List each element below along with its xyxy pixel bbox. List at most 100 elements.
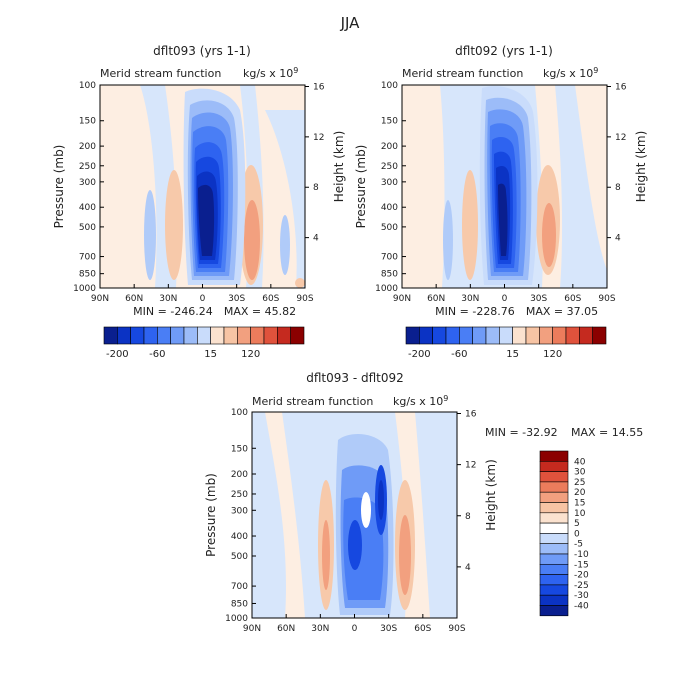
- x-tick-label: 90S: [598, 294, 615, 304]
- y-tick-label: 850: [381, 270, 398, 280]
- colorbar-box: [539, 522, 569, 534]
- colorbar-box: [405, 326, 420, 345]
- x-tick-label: 60S: [564, 294, 581, 304]
- colorbar-box: [539, 543, 569, 555]
- height-tick-label: 16: [313, 82, 325, 92]
- colorbar-box: [277, 326, 291, 345]
- colorbar-label: 40: [574, 457, 586, 467]
- panel-c: dflt093 - dflt092 Merid stream function …: [204, 371, 643, 634]
- right-axis-label: Height (km): [332, 131, 346, 202]
- colorbar-label: -20: [574, 571, 589, 581]
- x-tick-label: 60S: [414, 624, 431, 634]
- colorbar-box: [197, 326, 211, 345]
- figure-title: JJA: [340, 14, 361, 32]
- height-tick-label: 4: [615, 234, 621, 244]
- colorbar-box: [579, 326, 593, 345]
- y-tick-label: 200: [231, 470, 248, 480]
- colorbar-box: [539, 512, 569, 524]
- colorbar-label: 15: [574, 499, 585, 509]
- height-tick-label: 8: [313, 183, 319, 193]
- x-tick-label: 0: [502, 294, 508, 304]
- colorbar-box: [419, 326, 433, 345]
- colorbar-box: [539, 491, 569, 503]
- colorbar-box: [237, 326, 251, 345]
- y-tick-label: 500: [381, 223, 398, 233]
- y-tick-label: 100: [231, 408, 248, 418]
- y-tick-label: 150: [79, 117, 96, 127]
- y-axis-label: Pressure (mb): [204, 473, 218, 557]
- panel-b-max: MAX = 37.05: [526, 305, 598, 318]
- colorbar-label: -40: [574, 602, 589, 612]
- y-tick-label: 300: [231, 506, 248, 516]
- y-tick-label: 700: [79, 253, 96, 263]
- height-tick-label: 4: [465, 563, 471, 573]
- colorbar-label: -60: [451, 349, 467, 360]
- y-tick-label: 1000: [225, 614, 248, 624]
- panel-a-units: kg/s x 109: [243, 66, 298, 80]
- y-tick-label: 400: [381, 203, 398, 213]
- y-tick-label: 850: [79, 270, 96, 280]
- colorbar-box: [539, 594, 569, 606]
- colorbar-label: -25: [574, 581, 589, 591]
- y-tick-label: 250: [79, 162, 96, 172]
- colorbar-box: [539, 584, 569, 596]
- colorbar-label: -200: [106, 349, 129, 360]
- panel-a-title: dflt093 (yrs 1-1): [153, 44, 251, 58]
- y-tick-label: 1000: [375, 284, 398, 294]
- colorbar-box: [539, 605, 569, 617]
- x-tick-label: 60N: [125, 294, 143, 304]
- colorbar-box: [445, 326, 460, 345]
- y-tick-label: 500: [79, 223, 96, 233]
- panel-a-axes: 90N 60N 30N 0 30S 60S 90S 100 150 200 250 300 400 500…: [52, 81, 346, 304]
- y-tick-label: 200: [79, 142, 96, 152]
- y-tick-label: 100: [79, 81, 96, 91]
- y-tick-label: 850: [231, 599, 248, 609]
- panel-c-field-label: Merid stream function: [252, 395, 373, 408]
- y-tick-label: 300: [381, 178, 398, 188]
- panel-b-field-label: Merid stream function: [402, 67, 523, 80]
- colorbar-box: [485, 326, 500, 345]
- colorbar-label: 30: [574, 468, 586, 478]
- colorbar-box: [130, 326, 145, 345]
- colorbar-box: [539, 553, 569, 565]
- colorbar-box: [525, 326, 540, 345]
- panel-a-min: MIN = -246.24: [133, 305, 213, 318]
- colorbar-box: [432, 326, 447, 345]
- x-tick-label: 90N: [393, 294, 411, 304]
- panel-a-field-label: Merid stream function: [100, 67, 221, 80]
- x-tick-label: 30N: [159, 294, 177, 304]
- panel-a-contours: [100, 85, 305, 288]
- colorbar-box: [223, 326, 238, 345]
- panel-c-max: MAX = 14.55: [571, 426, 643, 439]
- colorbar-box: [539, 326, 553, 345]
- panel-a-max: MAX = 45.82: [224, 305, 296, 318]
- colorbar-box: [103, 326, 118, 345]
- panel-c-units: kg/s x 109: [393, 394, 448, 408]
- colorbar-label: 20: [574, 488, 586, 498]
- colorbar-box: [117, 326, 131, 345]
- y-tick-label: 100: [381, 81, 398, 91]
- panel-b-contours: [402, 85, 607, 288]
- colorbar-box: [552, 326, 567, 345]
- colorbar-box: [539, 563, 569, 575]
- panel-b-units: kg/s x 109: [543, 66, 598, 80]
- colorbar-label: -10: [574, 550, 589, 560]
- x-tick-label: 90N: [243, 624, 261, 634]
- colorbar-box: [143, 326, 158, 345]
- colorbar-label: 15: [506, 349, 519, 360]
- panel-a: dflt093 (yrs 1-1) Merid stream function …: [52, 44, 346, 360]
- y-tick-label: 150: [381, 117, 398, 127]
- colorbar-box: [539, 533, 569, 545]
- panel-a-colorbar: -200 -60 15 120: [103, 326, 305, 360]
- colorbar-box: [499, 326, 513, 345]
- height-tick-label: 8: [465, 512, 471, 522]
- x-tick-label: 90N: [91, 294, 109, 304]
- colorbar-box: [170, 326, 185, 345]
- colorbar-label: -200: [408, 349, 431, 360]
- colorbar-box: [539, 502, 569, 514]
- right-axis-label: Height (km): [634, 131, 648, 202]
- colorbar-label: -60: [149, 349, 165, 360]
- colorbar-label: 5: [574, 519, 580, 529]
- x-tick-label: 30S: [380, 624, 397, 634]
- colorbar-box: [539, 450, 569, 462]
